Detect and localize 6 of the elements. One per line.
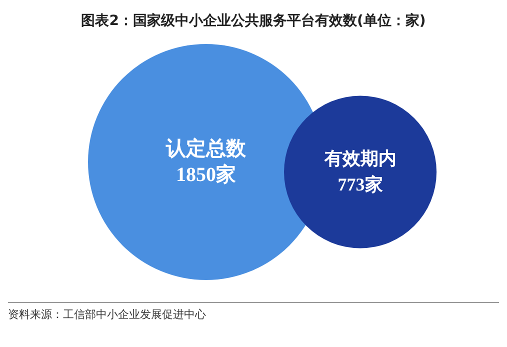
data-label: 1850家 [176,163,236,186]
text: 资料来源：工信部中小企业发展促进中心 [8,307,207,322]
text: 图表2：国家级中小企业公共服务平台有效数(单位：家) [80,12,427,31]
data-label: 773家 [338,174,383,195]
category-label: 认定总数 [165,136,247,160]
category-label: 有效期内 [323,148,396,170]
